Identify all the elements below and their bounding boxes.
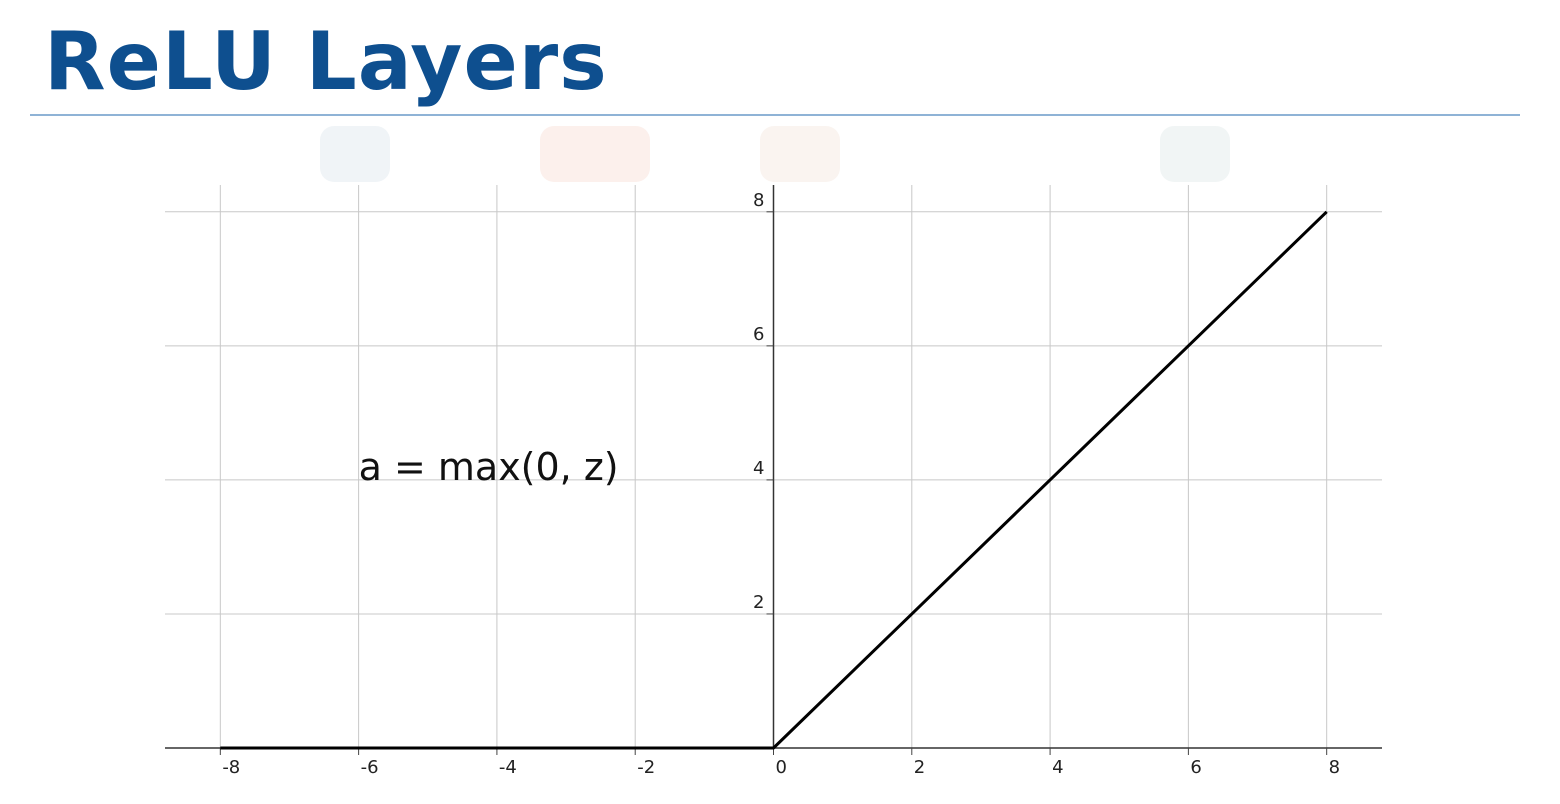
slide-title: ReLU Layers bbox=[44, 15, 608, 108]
function-annotation: a = max(0, z) bbox=[359, 445, 619, 489]
x-tick-label: 0 bbox=[776, 757, 787, 778]
x-tick-label: -6 bbox=[361, 757, 379, 778]
x-tick-label: -4 bbox=[499, 757, 517, 778]
x-tick-label: 6 bbox=[1190, 757, 1201, 778]
x-tick-label: 8 bbox=[1329, 757, 1340, 778]
faint-background-shape-2 bbox=[540, 126, 650, 182]
y-tick-label: 6 bbox=[753, 324, 764, 345]
y-tick-label: 4 bbox=[753, 458, 764, 479]
x-tick-label: -2 bbox=[637, 757, 655, 778]
x-tick-label: -8 bbox=[222, 757, 240, 778]
faint-background-shape-1 bbox=[320, 126, 390, 182]
faint-background-shape-3 bbox=[760, 126, 840, 182]
y-tick-label: 8 bbox=[753, 190, 764, 211]
x-tick-label: 4 bbox=[1052, 757, 1063, 778]
faint-background-shape-4 bbox=[1160, 126, 1230, 182]
relu-series-line bbox=[220, 210, 1328, 750]
y-tick-label: 2 bbox=[753, 592, 764, 613]
x-tick-label: 2 bbox=[914, 757, 925, 778]
title-divider bbox=[30, 114, 1520, 116]
